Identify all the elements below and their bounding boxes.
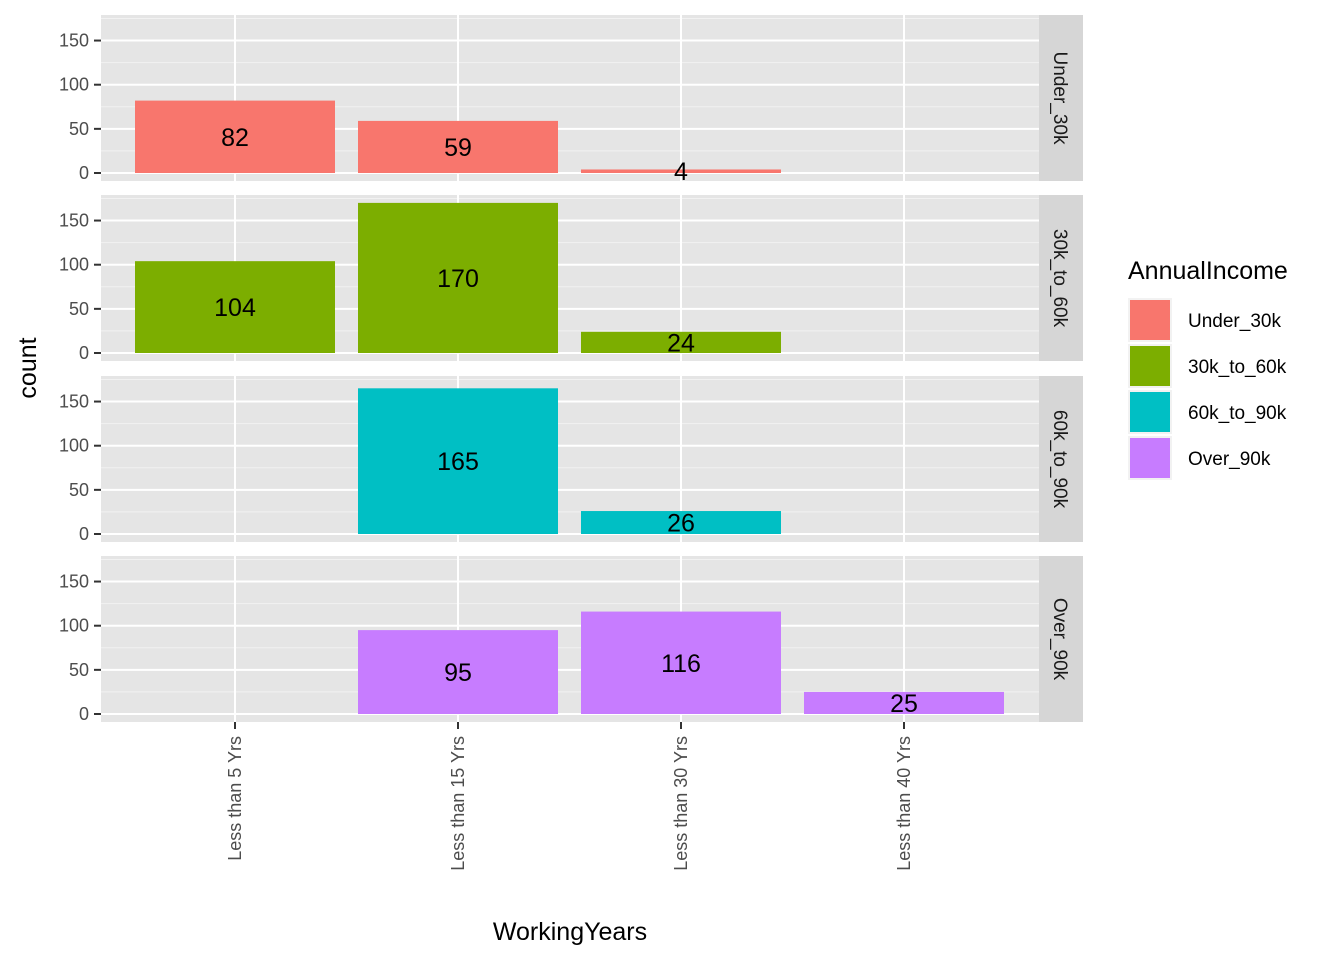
facet-strips: Under_30k 30k_to_60k 60k_to_90k Over_90k	[1039, 15, 1083, 722]
facet-strip-label: Under_30k	[1049, 52, 1070, 145]
y-tick-label: 100	[59, 75, 89, 95]
bar-value-label: 59	[444, 134, 472, 162]
bar	[358, 388, 558, 534]
y-tick-label: 100	[59, 255, 89, 275]
y-tick-label: 150	[59, 211, 89, 231]
y-tick-label: 150	[59, 392, 89, 412]
legend: AnnualIncome Under_30k 30k_to_60k 60k_to_9…	[1128, 257, 1288, 480]
bar-value-label: 4	[674, 158, 688, 186]
bar	[581, 169, 781, 173]
y-tick-label: 150	[59, 31, 89, 51]
bar-value-label: 82	[221, 124, 249, 152]
facet-strip	[1039, 195, 1083, 361]
bar-value-label: 165	[437, 448, 479, 476]
x-tick-label: Less than 30 Yrs	[671, 736, 691, 871]
bar	[804, 691, 1004, 714]
bar	[135, 100, 335, 173]
legend-label: 30k_to_60k	[1188, 357, 1287, 378]
facet-panel: 0 50 100 150 104 170 24	[59, 195, 1039, 363]
x-axis-title: WorkingYears	[493, 918, 647, 946]
bar-value-label: 26	[667, 510, 695, 538]
facet-panels: 0 50 100 150 82 59 4 0 50 100 150 104 170 24 0 50 100 150…	[59, 15, 1039, 724]
bar	[581, 511, 781, 534]
facet-strip	[1039, 15, 1083, 181]
bar	[581, 611, 781, 714]
legend-swatch	[1130, 300, 1170, 340]
facet-panel: 0 50 100 150 82 59 4	[59, 15, 1039, 186]
y-axis-title: count	[14, 337, 42, 398]
facet-strip-label: 30k_to_60k	[1049, 229, 1070, 328]
y-tick-label: 50	[69, 299, 89, 319]
bar-value-label: 116	[661, 650, 701, 678]
facet-strip-label: 60k_to_90k	[1049, 410, 1070, 509]
legend-swatch	[1130, 392, 1170, 432]
x-tick-label: Less than 40 Yrs	[894, 736, 914, 871]
y-tick-label: 0	[79, 163, 89, 183]
facet-strip	[1039, 556, 1083, 722]
panel-background	[101, 376, 1039, 542]
x-tick-label: Less than 5 Yrs	[225, 736, 245, 861]
bar	[581, 331, 781, 353]
bar	[135, 261, 335, 353]
facet-panel: 0 50 100 150 95 116 25	[59, 556, 1039, 724]
bar-value-label: 25	[890, 690, 918, 718]
bar	[358, 630, 558, 714]
bar-value-label: 95	[444, 659, 472, 687]
legend-label: Over_90k	[1188, 449, 1271, 470]
y-tick-label: 50	[69, 480, 89, 500]
y-tick-label: 100	[59, 436, 89, 456]
bar	[358, 202, 558, 353]
legend-title: AnnualIncome	[1128, 257, 1288, 285]
legend-swatch	[1130, 346, 1170, 386]
y-tick-label: 50	[69, 660, 89, 680]
bar	[358, 120, 558, 173]
y-tick-label: 50	[69, 119, 89, 139]
y-tick-label: 0	[79, 704, 89, 724]
x-tick-label: Less than 15 Yrs	[448, 736, 468, 871]
facet-strip	[1039, 376, 1083, 542]
bar-value-label: 170	[437, 265, 479, 293]
bar-value-label: 104	[214, 294, 256, 322]
facet-strip-label: Over_90k	[1049, 598, 1070, 681]
facet-panel: 0 50 100 150 165 26	[59, 376, 1039, 544]
legend-label: 60k_to_90k	[1188, 403, 1287, 424]
y-tick-label: 150	[59, 572, 89, 592]
legend-swatch	[1130, 438, 1170, 478]
legend-label: Under_30k	[1188, 311, 1281, 332]
bar-value-label: 24	[667, 329, 695, 357]
x-axis: Less than 5 Yrs Less than 15 Yrs Less than…	[225, 722, 914, 871]
y-tick-label: 0	[79, 343, 89, 363]
y-tick-label: 100	[59, 616, 89, 636]
y-tick-label: 0	[79, 524, 89, 544]
